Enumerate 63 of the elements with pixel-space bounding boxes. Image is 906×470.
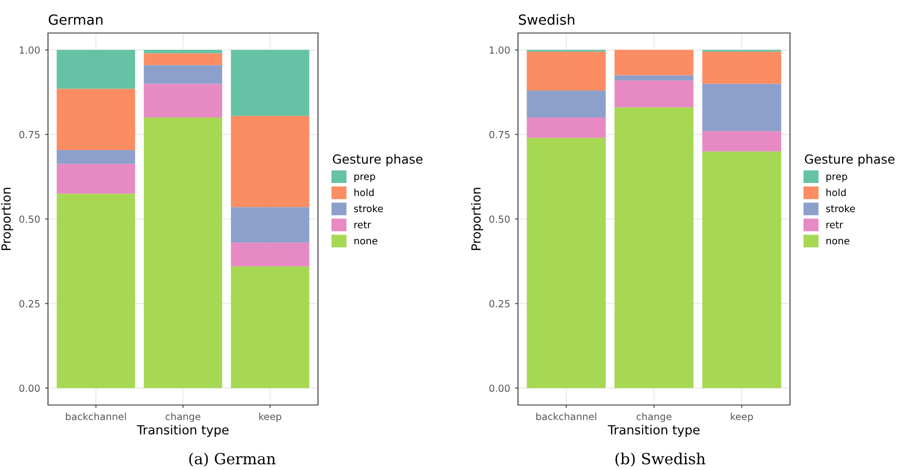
x-tick-label: backchannel: [536, 412, 596, 420]
legend-title: Gesture phase: [804, 154, 894, 166]
bar: [526, 90, 606, 118]
bar: [230, 266, 310, 388]
y-tick-label: 0.50: [19, 215, 40, 223]
legend-label: stroke: [354, 204, 383, 212]
legend-label: prep: [354, 174, 376, 182]
y-axis-title: Proportion: [471, 188, 484, 250]
x-tick-label: keep: [730, 412, 753, 422]
bar: [614, 80, 694, 108]
legend-label: hold: [826, 188, 846, 196]
bar: [144, 118, 222, 388]
bar: [56, 50, 136, 89]
y-tick-label: 1.00: [490, 46, 510, 54]
bar: [56, 150, 136, 164]
bar: [702, 151, 782, 388]
bar: [702, 131, 782, 152]
y-tick-label: 0.25: [489, 300, 510, 308]
y-tick-label: 0.00: [489, 384, 510, 392]
bar: [144, 84, 222, 118]
bar: [526, 138, 606, 388]
legend-label: none: [354, 238, 378, 244]
legend-label: hold: [354, 188, 374, 196]
x-axis-title: Transition type: [608, 424, 700, 437]
bar: [230, 116, 310, 208]
bar: [230, 50, 310, 116]
bar: [144, 65, 222, 84]
chart-title: Swedish: [518, 14, 574, 25]
legend-label: stroke: [826, 204, 855, 212]
y-tick-label: 0.75: [489, 130, 510, 138]
y-tick-label: 0.50: [489, 215, 510, 223]
x-axis-title: Transition type: [136, 424, 229, 437]
bar: [144, 50, 222, 54]
x-tick-label: backchannel: [66, 412, 126, 420]
text: (a) German: [189, 452, 276, 467]
bar: [56, 88, 136, 150]
legend-label: prep: [826, 174, 848, 182]
bar: [702, 52, 782, 84]
legend-label: retr: [826, 221, 844, 228]
legend-label: retr: [354, 221, 372, 228]
bar: [702, 84, 782, 132]
bar: [56, 164, 136, 194]
bar: [144, 53, 222, 66]
bar: [526, 52, 606, 90]
y-axis-title: Proportion: [1, 188, 14, 250]
bar: [614, 50, 694, 76]
x-tick-label: keep: [259, 412, 282, 422]
bar: [230, 207, 310, 243]
y-tick-label: 0.25: [19, 300, 40, 308]
bar: [614, 75, 694, 80]
bar: [56, 194, 136, 388]
chart-title: German: [48, 14, 102, 25]
y-tick-label: 0.75: [19, 130, 40, 138]
bar: [230, 242, 310, 266]
bar: [614, 107, 694, 388]
text: (b) Swedish: [615, 452, 706, 467]
y-tick-label: 1.00: [20, 46, 40, 54]
legend-title: Gesture phase: [332, 154, 422, 166]
x-tick-label: change: [636, 412, 672, 422]
legend-label: none: [826, 238, 850, 244]
y-tick-label: 0.00: [19, 384, 40, 392]
x-tick-label: change: [166, 412, 200, 422]
bar: [526, 118, 606, 138]
